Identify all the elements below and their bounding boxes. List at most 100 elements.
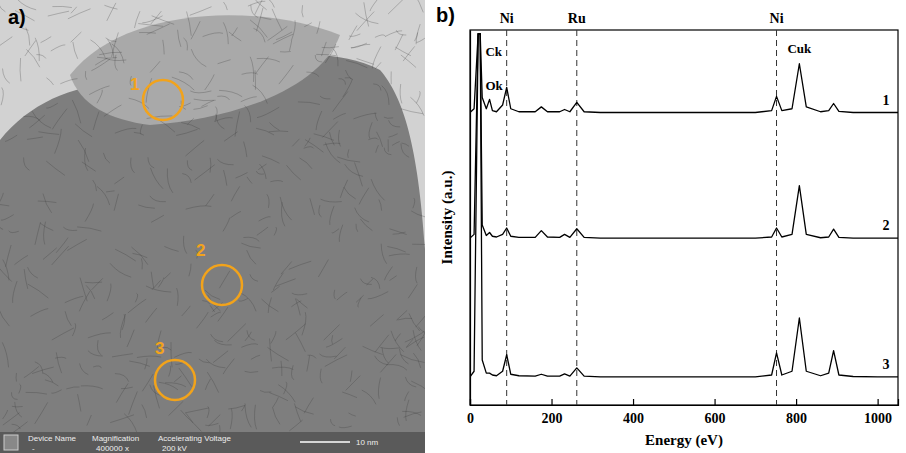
fringe xyxy=(201,100,213,106)
fringe xyxy=(389,134,398,137)
fringe xyxy=(243,237,259,241)
fringe xyxy=(321,42,326,56)
fringe xyxy=(110,263,131,277)
fringe xyxy=(38,132,59,135)
fringe xyxy=(3,410,8,419)
fringe xyxy=(82,162,96,171)
fringe xyxy=(181,410,193,423)
fringe xyxy=(348,149,349,157)
fringe xyxy=(393,232,406,234)
spectrum-line xyxy=(470,34,898,113)
fringe xyxy=(40,223,53,230)
spectrum-line xyxy=(470,34,898,377)
fringe xyxy=(300,158,312,169)
fringe xyxy=(134,132,144,135)
fringe xyxy=(253,28,265,42)
fringe xyxy=(211,312,221,317)
fringe xyxy=(272,367,293,369)
fringe xyxy=(176,129,197,135)
fringe xyxy=(28,284,49,298)
fringe xyxy=(28,267,38,278)
fringe xyxy=(205,74,214,90)
fringe xyxy=(148,157,154,168)
x-tick-label: 400 xyxy=(623,411,644,426)
fringe xyxy=(406,400,409,421)
fringe xyxy=(413,353,420,368)
fringe xyxy=(387,365,407,371)
fringe xyxy=(78,140,89,162)
fringe xyxy=(295,333,305,352)
fringe xyxy=(356,295,364,302)
fringe xyxy=(364,2,369,26)
info-value: 200 kV xyxy=(162,444,188,453)
fringe xyxy=(414,33,417,42)
fringe xyxy=(97,340,101,355)
fringe xyxy=(342,392,357,398)
fringe xyxy=(400,355,424,363)
fringe xyxy=(355,208,369,222)
fringe xyxy=(223,2,227,10)
fringe xyxy=(298,102,320,105)
fringe xyxy=(308,355,316,358)
fringe xyxy=(0,193,3,207)
fringe xyxy=(395,47,411,56)
fringe xyxy=(6,245,12,267)
fringe xyxy=(41,37,52,43)
fringe xyxy=(415,267,417,283)
fringe xyxy=(271,286,279,292)
fringe xyxy=(55,129,62,154)
fringe xyxy=(320,96,330,99)
fringe xyxy=(97,90,102,103)
fringe xyxy=(120,314,125,338)
fringe xyxy=(140,125,142,135)
x-tick-mark xyxy=(714,399,715,405)
fringe xyxy=(92,278,103,290)
fringe xyxy=(16,373,17,382)
fringe xyxy=(89,86,109,95)
fringe xyxy=(289,261,311,269)
fringe xyxy=(289,420,302,431)
x-tick: 400 xyxy=(623,399,644,426)
info-header: Accelerating Voltage xyxy=(158,434,231,443)
fringe xyxy=(405,392,409,401)
fringe xyxy=(167,168,173,192)
fringe xyxy=(146,78,152,102)
fringe xyxy=(174,352,191,357)
panel-b: 02004006008001000Energy (eV)Intensity (a… xyxy=(436,4,899,449)
fringe xyxy=(128,299,146,313)
x-tick-mark xyxy=(878,399,879,405)
fringe xyxy=(191,49,206,67)
fringe xyxy=(384,117,393,118)
x-tick: 800 xyxy=(786,399,807,426)
fringe xyxy=(353,113,376,119)
fringe xyxy=(197,312,209,328)
fringe xyxy=(256,8,263,32)
scale-bar xyxy=(300,441,350,443)
fringe xyxy=(106,191,114,192)
fringe xyxy=(142,374,153,391)
fringe xyxy=(44,222,46,245)
fringe xyxy=(382,86,389,105)
fringe xyxy=(269,393,288,401)
fringe xyxy=(150,196,166,202)
fringe xyxy=(52,246,69,265)
fringe xyxy=(66,387,79,389)
fringe xyxy=(250,274,258,281)
fringe xyxy=(270,181,283,182)
fringe xyxy=(141,258,142,269)
fringe xyxy=(357,58,374,64)
fringe xyxy=(286,324,306,340)
fringe xyxy=(315,55,322,62)
fringe xyxy=(359,188,369,205)
fringe xyxy=(349,26,357,40)
fringe xyxy=(87,415,91,426)
fringe xyxy=(400,84,402,103)
fringe xyxy=(0,221,3,230)
fringe xyxy=(323,143,340,145)
region-circle xyxy=(143,80,183,120)
x-tick-label: 200 xyxy=(542,411,563,426)
fringe xyxy=(228,324,246,342)
fringe xyxy=(389,254,410,256)
reference-label: Ni xyxy=(770,11,784,26)
fringe xyxy=(350,371,352,382)
